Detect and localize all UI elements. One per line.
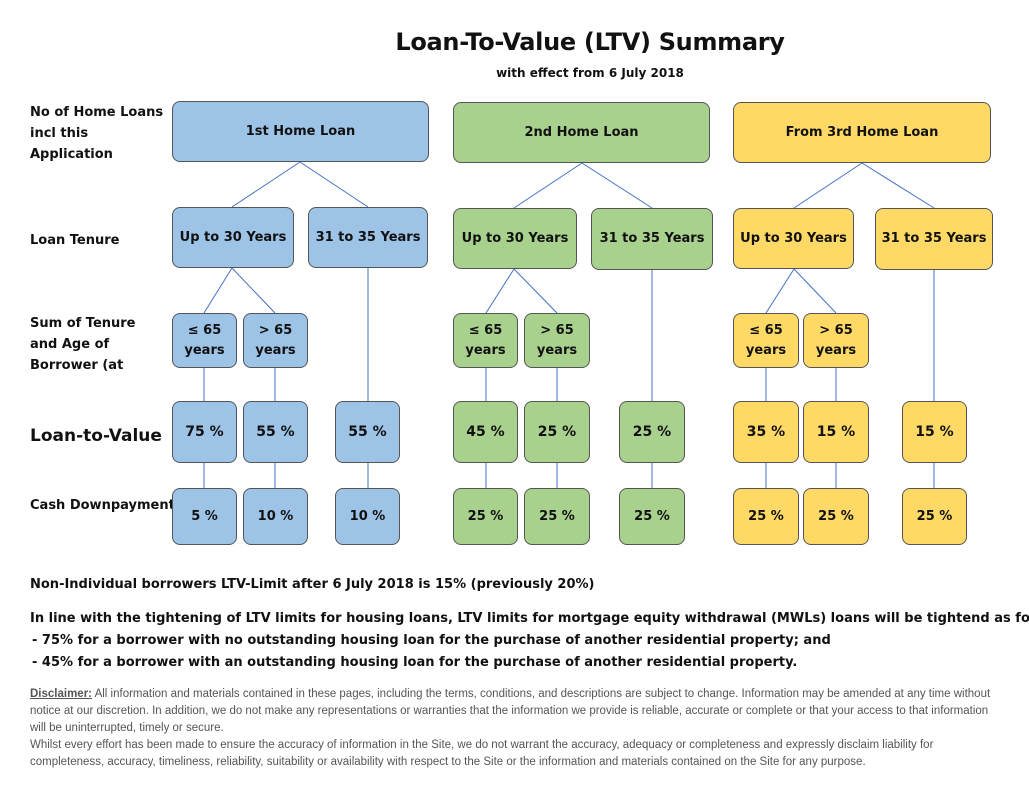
loan-1-cash-31-35: 10 %: [335, 488, 400, 545]
row-label-home-loans: No of Home Loans incl this Application: [30, 105, 164, 162]
loan-3-tenure-31-35: 31 to 35 Years: [875, 208, 993, 270]
loan-3-header: From 3rd Home Loan: [733, 102, 991, 163]
loan-1-tenure-31-35: 31 to 35 Years: [308, 207, 428, 268]
loan-3-cash-gt-65: 25 %: [803, 488, 869, 545]
mwl-bullet-2: - 45% for a borrower with an outstanding…: [32, 655, 798, 670]
page-title: Loan-To-Value (LTV) Summary: [395, 28, 785, 56]
loan-1-tenure-up-to-30: Up to 30 Years: [172, 207, 294, 268]
loan-2-tenure-up-to-30: Up to 30 Years: [453, 208, 577, 269]
loan-2-cash-31-35: 25 %: [619, 488, 685, 545]
loan-3-ltv-le-65: 35 %: [733, 401, 799, 463]
loan-2-header: 2nd Home Loan: [453, 102, 710, 163]
loan-3-age-gt-65: > 65 years: [803, 313, 869, 368]
loan-1-age-gt-65: > 65 years: [243, 313, 308, 368]
loan-2-tenure-31-35: 31 to 35 Years: [591, 208, 713, 270]
loan-1-cash-le-65: 5 %: [172, 488, 237, 545]
loan-2-ltv-gt-65: 25 %: [524, 401, 590, 463]
loan-2-ltv-31-35: 25 %: [619, 401, 685, 463]
row-label-loan-to-value: Loan-to-Value: [30, 426, 162, 446]
disclaimer-text-1: All information and materials contained …: [30, 688, 991, 734]
loan-2-ltv-le-65: 45 %: [453, 401, 518, 463]
mwl-intro-note: In line with the tightening of LTV limit…: [30, 611, 1029, 626]
loan-2-age-le-65: ≤ 65 years: [453, 313, 518, 368]
loan-3-ltv-gt-65: 15 %: [803, 401, 869, 463]
row-label-cash-downpayment: Cash Downpayment: [30, 498, 175, 513]
loan-1-header: 1st Home Loan: [172, 101, 429, 162]
loan-3-tenure-up-to-30: Up to 30 Years: [733, 208, 854, 269]
row-label-loan-tenure: Loan Tenure: [30, 233, 120, 248]
disclaimer-label: Disclaimer:: [30, 688, 93, 700]
loan-1-ltv-le-65: 75 %: [172, 401, 237, 463]
loan-2-cash-le-65: 25 %: [453, 488, 518, 545]
loan-2-cash-gt-65: 25 %: [524, 488, 590, 545]
loan-1-cash-gt-65: 10 %: [243, 488, 308, 545]
loan-3-cash-31-35: 25 %: [902, 488, 967, 545]
disclaimer-text-2: Whilst every effort has been made to ens…: [30, 739, 934, 768]
loan-1-ltv-gt-65: 55 %: [243, 401, 308, 463]
loan-3-cash-le-65: 25 %: [733, 488, 799, 545]
non-individual-note: Non-Individual borrowers LTV-Limit after…: [30, 577, 595, 592]
mwl-bullet-1: - 75% for a borrower with no outstanding…: [32, 633, 831, 648]
row-label-sum-tenure-age: Sum of Tenure and Age of Borrower (at: [30, 316, 136, 373]
page-subtitle: with effect from 6 July 2018: [496, 66, 684, 80]
disclaimer: Disclaimer: All information and material…: [30, 686, 995, 771]
loan-3-ltv-31-35: 15 %: [902, 401, 967, 463]
loan-3-age-le-65: ≤ 65 years: [733, 313, 799, 368]
loan-2-age-gt-65: > 65 years: [524, 313, 590, 368]
loan-1-ltv-31-35: 55 %: [335, 401, 400, 463]
loan-1-age-le-65: ≤ 65 years: [172, 313, 237, 368]
